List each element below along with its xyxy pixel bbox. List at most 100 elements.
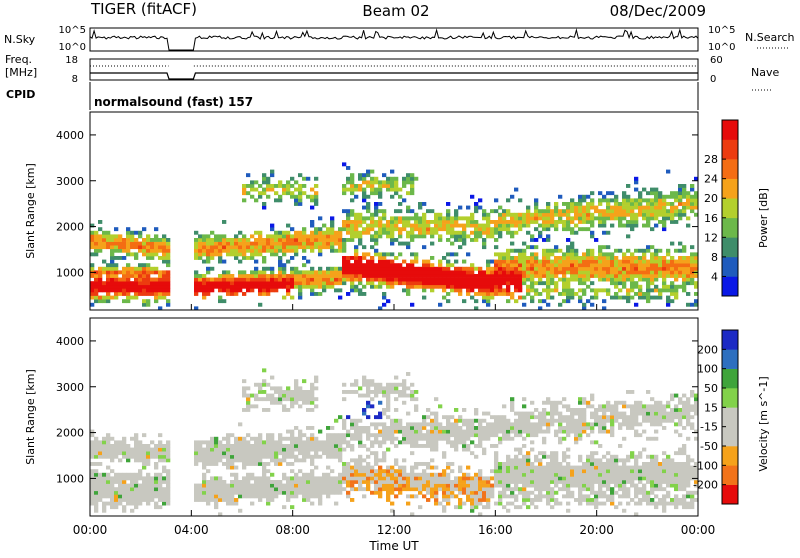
heatmap-cell xyxy=(454,440,458,444)
heatmap-cell xyxy=(142,491,146,495)
heatmap-cell xyxy=(378,458,382,462)
heatmap-cell xyxy=(570,209,574,213)
heatmap-cell xyxy=(482,238,486,242)
heatmap-cell xyxy=(242,184,246,188)
heatmap-cell xyxy=(294,281,298,285)
heatmap-cell xyxy=(394,437,398,441)
heatmap-cell xyxy=(390,491,394,495)
heatmap-cell xyxy=(202,462,206,466)
heatmap-cell xyxy=(418,220,422,224)
heatmap-cell xyxy=(218,494,222,498)
heatmap-cell xyxy=(250,278,254,282)
heatmap-cell xyxy=(118,288,122,292)
heatmap-cell xyxy=(626,469,630,473)
heatmap-cell xyxy=(398,383,402,387)
heatmap-cell xyxy=(422,278,426,282)
heatmap-cell xyxy=(126,502,130,506)
heatmap-cell xyxy=(342,278,346,282)
heatmap-cell xyxy=(470,430,474,434)
heatmap-cell xyxy=(538,263,542,267)
heatmap-cell xyxy=(562,430,566,434)
heatmap-cell xyxy=(378,466,382,470)
heatmap-cell xyxy=(362,458,366,462)
heatmap-cell xyxy=(598,216,602,220)
heatmap-cell xyxy=(390,220,394,224)
heatmap-cell xyxy=(486,480,490,484)
heatmap-cell xyxy=(154,245,158,249)
heatmap-cell xyxy=(226,281,230,285)
heatmap-cell xyxy=(378,285,382,289)
heatmap-cell xyxy=(334,270,338,274)
heatmap-cell xyxy=(510,296,514,300)
heatmap-cell xyxy=(230,487,234,491)
heatmap-cell xyxy=(510,476,514,480)
heatmap-cell xyxy=(198,494,202,498)
heatmap-cell xyxy=(502,422,506,426)
heatmap-cell xyxy=(598,220,602,224)
heatmap-cell xyxy=(518,260,522,264)
heatmap-cell xyxy=(354,263,358,267)
heatmap-cell xyxy=(414,227,418,231)
heatmap-cell xyxy=(686,256,690,260)
heatmap-cell xyxy=(154,476,158,480)
heatmap-cell xyxy=(346,444,350,448)
heatmap-cell xyxy=(106,296,110,300)
heatmap-cell xyxy=(514,281,518,285)
heatmap-cell xyxy=(474,224,478,228)
heatmap-cell xyxy=(506,437,510,441)
heatmap-cell xyxy=(350,285,354,289)
heatmap-cell xyxy=(322,278,326,282)
heatmap-cell xyxy=(682,256,686,260)
heatmap-cell xyxy=(642,408,646,412)
heatmap-cell xyxy=(206,448,210,452)
heatmap-cell xyxy=(370,216,374,220)
heatmap-cell xyxy=(110,263,114,267)
heatmap-cell xyxy=(126,285,130,289)
heatmap-cell xyxy=(626,455,630,459)
heatmap-cell xyxy=(570,469,574,473)
heatmap-cell xyxy=(422,267,426,271)
heatmap-cell xyxy=(110,505,114,509)
heatmap-cell xyxy=(402,437,406,441)
heatmap-cell xyxy=(122,491,126,495)
heatmap-cell xyxy=(310,220,314,224)
heatmap-cell xyxy=(690,209,694,213)
heatmap-cell xyxy=(486,260,490,264)
heatmap-cell xyxy=(610,404,614,408)
heatmap-cell xyxy=(342,188,346,192)
heatmap-cell xyxy=(362,274,366,278)
heatmap-cell xyxy=(154,234,158,238)
heatmap-cell xyxy=(486,227,490,231)
heatmap-cell xyxy=(594,466,598,470)
heatmap-cell xyxy=(578,455,582,459)
heatmap-cell xyxy=(374,238,378,242)
heatmap-cell xyxy=(246,173,250,177)
heatmap-cell xyxy=(630,426,634,430)
heatmap-cell xyxy=(438,263,442,267)
heatmap-cell xyxy=(90,303,94,307)
heatmap-cell xyxy=(114,227,118,231)
heatmap-cell xyxy=(478,469,482,473)
heatmap-cell xyxy=(482,437,486,441)
heatmap-cell xyxy=(590,491,594,495)
heatmap-cell xyxy=(346,278,350,282)
heatmap-cell xyxy=(518,285,522,289)
heatmap-cell xyxy=(682,191,686,195)
heatmap-cell xyxy=(198,451,202,455)
heatmap-cell xyxy=(574,231,578,235)
heatmap-cell xyxy=(554,263,558,267)
heatmap-cell xyxy=(130,487,134,491)
heatmap-cell xyxy=(350,191,354,195)
heatmap-cell xyxy=(474,476,478,480)
heatmap-cell xyxy=(362,394,366,398)
heatmap-cell xyxy=(674,292,678,296)
heatmap-cell xyxy=(346,415,350,419)
heatmap-cell xyxy=(550,505,554,509)
heatmap-cell xyxy=(202,242,206,246)
heatmap-cell xyxy=(162,448,166,452)
heatmap-cell xyxy=(498,476,502,480)
heatmap-cell xyxy=(626,234,630,238)
heatmap-cell xyxy=(662,198,666,202)
heatmap-cell xyxy=(166,285,170,289)
heatmap-cell xyxy=(630,415,634,419)
